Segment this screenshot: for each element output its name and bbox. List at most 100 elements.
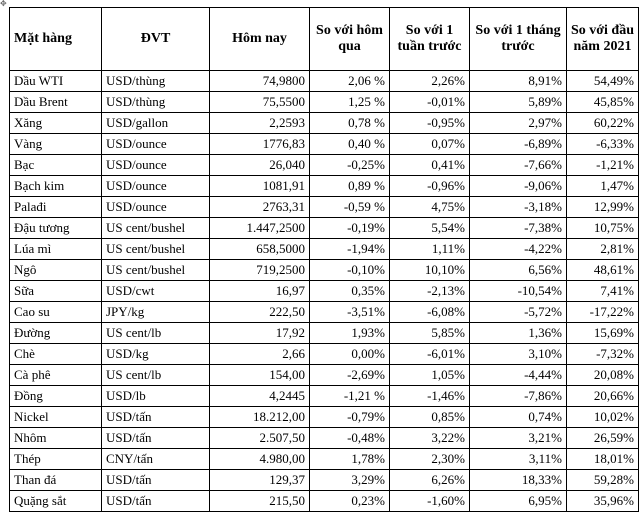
table-row: Cao su JPY/kg 222,50 -3,51% -6,08% -5,72% -17,…: [9, 301, 639, 323]
cell-unit: USD/ounce: [101, 175, 210, 197]
table-row: Quặng sắt USD/tấn 215,50 0,23% -1,60% 6,95% 35…: [9, 490, 639, 512]
cell-commodity: Đồng: [9, 385, 102, 407]
cell-vs-month: -7,38%: [469, 217, 567, 239]
cell-vs-month: -4,44%: [469, 364, 567, 386]
cell-commodity: Chè: [9, 343, 102, 365]
cell-unit: CNY/tấn: [101, 448, 210, 470]
cell-vs-yesterday: 2,06 %: [309, 70, 390, 92]
cell-unit: USD/tấn: [101, 406, 210, 428]
cell-vs-yesterday: 3,29%: [309, 469, 390, 491]
cell-vs-yesterday: -2,69%: [309, 364, 390, 386]
cell-today: 16,97: [209, 280, 310, 302]
cell-today: 18.212,00: [209, 406, 310, 428]
table-row: Xăng USD/gallon 2,2593 0,78 % -0,95% 2,97% 60,…: [9, 112, 639, 134]
cell-vs-year-start: -17,22%: [566, 301, 639, 323]
cell-vs-week: -1,60%: [389, 490, 470, 512]
table-row: Bạch kim USD/ounce 1081,91 0,89 % -0,96% -9,0…: [9, 175, 639, 197]
cell-vs-month: 2,97%: [469, 112, 567, 134]
header-row: Mặt hàng ĐVT Hôm nay So với hôm qua So v…: [9, 7, 639, 71]
cell-today: 2.507,50: [209, 427, 310, 449]
table-row: Nhôm USD/tấn 2.507,50 -0,48% 3,22% 3,21% 26,59…: [9, 427, 639, 449]
cell-unit: USD/tấn: [101, 469, 210, 491]
cell-unit: USD/ounce: [101, 196, 210, 218]
table-row: Sữa USD/cwt 16,97 0,35% -2,13% -10,54% 7,41%: [9, 280, 639, 302]
cell-vs-year-start: 1,47%: [566, 175, 639, 197]
cell-unit: USD/cwt: [101, 280, 210, 302]
cell-today: 215,50: [209, 490, 310, 512]
cell-commodity: Lúa mì: [9, 238, 102, 260]
cell-unit: USD/lb: [101, 385, 210, 407]
cell-commodity: Cà phê: [9, 364, 102, 386]
cell-vs-year-start: 7,41%: [566, 280, 639, 302]
cell-today: 1081,91: [209, 175, 310, 197]
cell-vs-yesterday: 0,00%: [309, 343, 390, 365]
cell-vs-yesterday: 0,78 %: [309, 112, 390, 134]
cell-vs-week: -0,01%: [389, 91, 470, 113]
cell-vs-yesterday: -1,21 %: [309, 385, 390, 407]
cell-vs-month: -3,18%: [469, 196, 567, 218]
table-row: Dầu WTI USD/thùng 74,9800 2,06 % 2,26% 8,91% 5…: [9, 70, 639, 92]
cell-vs-yesterday: -0,79%: [309, 406, 390, 428]
table-row: Nickel USD/tấn 18.212,00 -0,79% 0,85% 0,74% 10…: [9, 406, 639, 428]
cell-today: 1.447,2500: [209, 217, 310, 239]
cell-vs-month: -10,54%: [469, 280, 567, 302]
cell-vs-month: -7,66%: [469, 154, 567, 176]
cell-unit: USD/thùng: [101, 70, 210, 92]
table-row: Dầu Brent USD/thùng 75,5500 1,25 % -0,01% 5,8…: [9, 91, 639, 113]
table-row: Ngô US cent/bushel 719,2500 -0,10% 10,10% 6,5…: [9, 259, 639, 281]
cell-commodity: Xăng: [9, 112, 102, 134]
cell-unit: US cent/bushel: [101, 217, 210, 239]
cell-vs-year-start: -1,21%: [566, 154, 639, 176]
cell-vs-month: -9,06%: [469, 175, 567, 197]
cell-vs-year-start: 15,69%: [566, 322, 639, 344]
cell-vs-yesterday: -3,51%: [309, 301, 390, 323]
cell-vs-yesterday: -0,25%: [309, 154, 390, 176]
cell-today: 129,37: [209, 469, 310, 491]
cell-vs-week: 0,07%: [389, 133, 470, 155]
cell-vs-month: 5,89%: [469, 91, 567, 113]
cell-vs-month: 6,95%: [469, 490, 567, 512]
table-move-handle-icon[interactable]: ✥: [0, 0, 7, 8]
cell-unit: USD/ounce: [101, 154, 210, 176]
cell-today: 222,50: [209, 301, 310, 323]
cell-vs-week: 5,85%: [389, 322, 470, 344]
cell-vs-yesterday: 1,93%: [309, 322, 390, 344]
cell-vs-month: -7,86%: [469, 385, 567, 407]
cell-commodity: Dầu WTI: [9, 70, 102, 92]
cell-vs-year-start: 10,75%: [566, 217, 639, 239]
cell-vs-week: 0,85%: [389, 406, 470, 428]
cell-vs-year-start: 59,28%: [566, 469, 639, 491]
cell-today: 2,66: [209, 343, 310, 365]
cell-vs-yesterday: 0,89 %: [309, 175, 390, 197]
cell-today: 17,92: [209, 322, 310, 344]
cell-commodity: Đậu tương: [9, 217, 102, 239]
cell-unit: USD/gallon: [101, 112, 210, 134]
table-row: Bạc USD/ounce 26,040 -0,25% 0,41% -7,66% -1,21…: [9, 154, 639, 176]
cell-vs-week: 5,54%: [389, 217, 470, 239]
cell-commodity: Nickel: [9, 406, 102, 428]
cell-vs-year-start: 35,96%: [566, 490, 639, 512]
cell-vs-month: -5,72%: [469, 301, 567, 323]
cell-today: 2763,31: [209, 196, 310, 218]
cell-vs-week: -0,95%: [389, 112, 470, 134]
cell-vs-week: 4,75%: [389, 196, 470, 218]
header-today: Hôm nay: [209, 7, 310, 71]
cell-today: 719,2500: [209, 259, 310, 281]
cell-unit: USD/ounce: [101, 133, 210, 155]
header-vs-yesterday: So với hôm qua: [309, 7, 390, 71]
cell-vs-year-start: 20,66%: [566, 385, 639, 407]
header-vs-week: So với 1 tuần trước: [389, 7, 470, 71]
cell-vs-week: -6,08%: [389, 301, 470, 323]
cell-today: 4.980,00: [209, 448, 310, 470]
cell-commodity: Ngô: [9, 259, 102, 281]
cell-vs-year-start: -6,33%: [566, 133, 639, 155]
cell-vs-yesterday: -0,59 %: [309, 196, 390, 218]
cell-vs-week: 0,41%: [389, 154, 470, 176]
cell-today: 1776,83: [209, 133, 310, 155]
cell-unit: JPY/kg: [101, 301, 210, 323]
table-row: Chè USD/kg 2,66 0,00% -6,01% 3,10% -7,32%: [9, 343, 639, 365]
table-row: Đường US cent/lb 17,92 1,93% 5,85% 1,36% 15,69…: [9, 322, 639, 344]
cell-vs-month: -4,22%: [469, 238, 567, 260]
cell-vs-week: 1,05%: [389, 364, 470, 386]
cell-vs-week: -6,01%: [389, 343, 470, 365]
